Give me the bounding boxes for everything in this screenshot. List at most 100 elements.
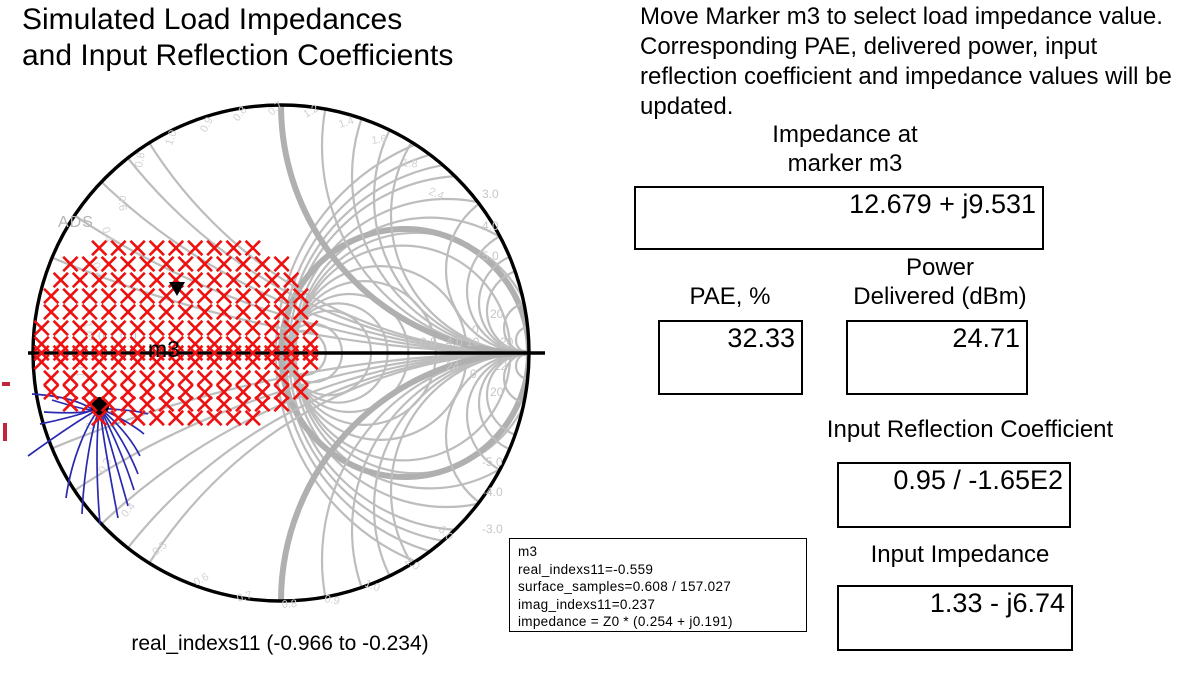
readout-line-name: m3 <box>518 544 538 559</box>
load-sample-marker <box>196 303 213 321</box>
input-reflection-label: Input Reflection Coefficient <box>826 416 1114 443</box>
load-sample-marker <box>244 271 261 289</box>
load-sample-marker <box>263 319 281 337</box>
load-sample-marker <box>196 395 213 413</box>
reactance-arcs <box>33 105 529 601</box>
readout-line-real-index: real_indexs11=-0.559 <box>518 561 654 577</box>
power-delivered-value-box[interactable]: 24.71 <box>846 320 1028 395</box>
load-sample-marker <box>177 287 194 305</box>
svg-text:0.3: 0.3 <box>96 456 114 475</box>
load-sample-marker <box>43 287 60 305</box>
load-sample-marker <box>81 383 98 401</box>
load-sample-marker <box>62 255 79 273</box>
page-title: Simulated Load Impedances and Input Refl… <box>22 3 454 72</box>
load-sample-marker <box>52 271 69 289</box>
load-sample-marker <box>177 383 194 401</box>
svg-text:1.6: 1.6 <box>371 133 388 147</box>
load-sample-marker <box>43 303 60 321</box>
load-sample-marker <box>139 255 156 273</box>
load-sample-marker <box>91 239 108 257</box>
load-sample-marker <box>158 303 175 321</box>
svg-text:1.0: 1.0 <box>163 129 179 147</box>
load-sample-marker <box>206 239 223 257</box>
load-sample-marker <box>81 369 98 387</box>
svg-text:3.0: 3.0 <box>482 187 499 201</box>
load-sample-marker <box>167 409 185 427</box>
load-sample-marker <box>273 287 290 305</box>
inner-tick-labels: 3.0 4.0 5.0 20 20 -5.0 -4.0 -3.0 0.8 4.0… <box>88 187 514 536</box>
load-impedance-sample-markers[interactable] <box>33 239 319 427</box>
load-sample-marker <box>129 353 146 371</box>
load-sample-marker <box>235 303 252 321</box>
left-edge-tick-upper <box>2 382 10 386</box>
load-sample-marker <box>177 303 194 321</box>
svg-text:0: 0 <box>472 323 479 337</box>
load-sample-marker <box>177 369 194 387</box>
svg-text:-3.0: -3.0 <box>482 522 503 536</box>
load-sample-marker <box>292 383 309 401</box>
load-sample-marker <box>110 319 127 337</box>
load-sample-marker <box>235 395 252 413</box>
load-sample-marker <box>62 369 79 387</box>
smith-chart-graphic[interactable]: 0.9 0.8 0.7 1.2 1.4 1.6 1.8 2.4 1.0 0.8 … <box>0 78 560 638</box>
load-sample-marker <box>235 383 252 401</box>
load-sample-marker <box>273 383 290 401</box>
input-impedance-value-box[interactable]: 1.33 - j6.74 <box>837 585 1073 651</box>
load-sample-marker <box>273 369 290 387</box>
load-sample-marker <box>283 319 300 337</box>
svg-text:0.7: 0.7 <box>236 589 254 605</box>
load-sample-marker <box>196 255 213 273</box>
svg-text:-5.0: -5.0 <box>482 455 503 469</box>
load-sample-marker <box>167 319 185 337</box>
load-sample-marker <box>119 383 137 401</box>
load-sample-marker <box>100 303 117 321</box>
load-sample-marker <box>91 409 108 427</box>
readout-line-surface-samples: surface_samples=0.608 / 157.027 <box>518 579 732 594</box>
load-sample-marker <box>196 287 213 305</box>
load-sample-marker <box>129 271 146 289</box>
load-sample-marker <box>119 255 137 273</box>
load-sample-marker <box>52 353 69 371</box>
load-sample-marker <box>292 287 309 305</box>
pae-value-box[interactable]: 32.33 <box>658 320 803 395</box>
load-sample-marker <box>119 369 137 387</box>
input-impedance-label: Input Impedance <box>870 541 1050 568</box>
svg-text:0.9: 0.9 <box>323 593 340 607</box>
load-sample-marker <box>206 319 223 337</box>
svg-text:0.4: 0.4 <box>119 500 138 519</box>
load-sample-marker <box>158 395 175 413</box>
load-sample-marker <box>158 369 175 387</box>
load-sample-marker <box>254 287 271 305</box>
load-sample-marker <box>263 271 281 289</box>
smith-chart-plot[interactable]: 0.9 0.8 0.7 1.2 1.4 1.6 1.8 2.4 1.0 0.8 … <box>0 78 560 638</box>
load-sample-marker <box>187 319 204 337</box>
load-sample-marker <box>81 303 98 321</box>
load-sample-marker <box>244 409 261 427</box>
load-sample-marker <box>33 353 50 371</box>
load-sample-marker <box>148 271 165 289</box>
load-sample-marker <box>215 303 233 321</box>
load-sample-marker <box>110 409 127 427</box>
load-sample-marker <box>71 353 89 371</box>
m3-marker-triangle[interactable] <box>169 282 185 296</box>
svg-text:5.0: 5.0 <box>482 249 499 263</box>
load-sample-marker <box>225 409 242 427</box>
load-sample-marker <box>225 319 242 337</box>
load-sample-marker <box>129 319 146 337</box>
marker-readout-box: m3 real_indexs11=-0.559 surface_samples=… <box>509 538 807 632</box>
load-sample-marker <box>235 369 252 387</box>
power-delivered-value: 24.71 <box>952 323 1020 353</box>
load-sample-marker <box>177 255 194 273</box>
load-sample-marker <box>283 353 300 371</box>
input-reflection-value-box[interactable]: 0.95 / -1.65E2 <box>837 462 1071 528</box>
load-sample-marker <box>187 271 204 289</box>
load-sample-marker <box>167 239 185 257</box>
load-sample-marker <box>235 255 252 273</box>
load-sample-marker <box>62 395 79 413</box>
svg-text:-4.0: -4.0 <box>482 485 503 499</box>
load-sample-marker <box>43 369 60 387</box>
load-sample-marker <box>71 271 89 289</box>
svg-text:12: 12 <box>494 359 508 373</box>
load-sample-marker <box>254 255 271 273</box>
impedance-value-box[interactable]: 12.679 + j9.531 <box>634 186 1044 250</box>
